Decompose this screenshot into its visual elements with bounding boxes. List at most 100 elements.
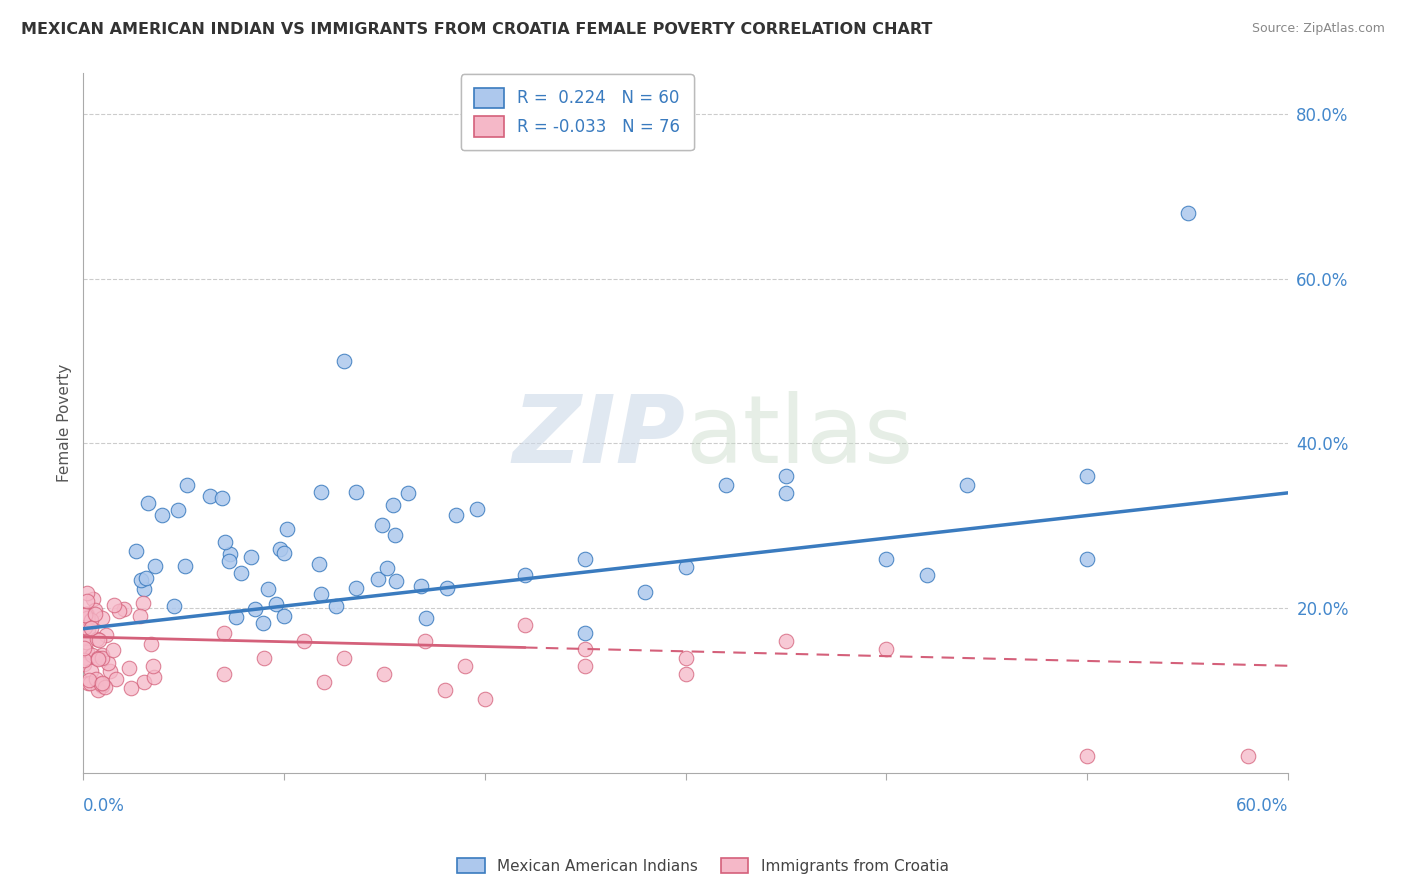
- Point: [129, 573, 152, 587]
- Point: [89, 633, 111, 648]
- Point: [128, 608, 150, 623]
- Point: [1076, 469, 1098, 483]
- Point: [163, 599, 186, 614]
- Point: [574, 642, 596, 657]
- Point: [675, 667, 697, 681]
- Point: [142, 669, 165, 683]
- Point: [142, 658, 165, 673]
- Point: [513, 617, 536, 632]
- Point: [243, 602, 266, 616]
- Point: [252, 615, 274, 630]
- Point: [675, 560, 697, 574]
- Point: [117, 661, 139, 675]
- Point: [382, 498, 405, 512]
- Text: Source: ZipAtlas.com: Source: ZipAtlas.com: [1251, 22, 1385, 36]
- Point: [75, 607, 97, 622]
- Point: [79, 673, 101, 687]
- Point: [264, 597, 287, 611]
- Point: [444, 508, 467, 522]
- Point: [97, 656, 120, 670]
- Point: [309, 587, 332, 601]
- Point: [333, 650, 356, 665]
- Point: [454, 658, 477, 673]
- Point: [82, 592, 104, 607]
- Point: [574, 658, 596, 673]
- Point: [87, 682, 110, 697]
- Point: [73, 641, 96, 656]
- Point: [77, 676, 100, 690]
- Point: [225, 610, 247, 624]
- Point: [413, 634, 436, 648]
- Point: [94, 681, 117, 695]
- Point: [132, 596, 155, 610]
- Legend: R =  0.224   N = 60, R = -0.033   N = 76: R = 0.224 N = 60, R = -0.033 N = 76: [461, 74, 693, 150]
- Point: [231, 566, 253, 581]
- Point: [105, 672, 128, 686]
- Point: [79, 664, 101, 678]
- Point: [218, 554, 240, 568]
- Point: [1177, 206, 1199, 220]
- Point: [269, 541, 291, 556]
- Point: [79, 613, 101, 627]
- Point: [90, 648, 112, 663]
- Point: [98, 664, 121, 678]
- Point: [80, 621, 103, 635]
- Point: [775, 486, 797, 500]
- Point: [76, 611, 98, 625]
- Point: [76, 622, 98, 636]
- Point: [212, 625, 235, 640]
- Point: [112, 601, 135, 615]
- Point: [474, 691, 496, 706]
- Point: [103, 598, 125, 612]
- Point: [214, 535, 236, 549]
- Point: [292, 634, 315, 648]
- Legend: Mexican American Indians, Immigrants from Croatia: Mexican American Indians, Immigrants fro…: [451, 852, 955, 880]
- Point: [775, 634, 797, 648]
- Point: [212, 667, 235, 681]
- Point: [79, 676, 101, 690]
- Point: [367, 572, 389, 586]
- Point: [76, 645, 98, 659]
- Point: [121, 681, 143, 695]
- Text: 0.0%: 0.0%: [83, 797, 125, 815]
- Point: [253, 650, 276, 665]
- Point: [415, 610, 437, 624]
- Point: [176, 478, 198, 492]
- Point: [273, 609, 295, 624]
- Point: [396, 486, 419, 500]
- Point: [84, 607, 107, 622]
- Point: [1076, 551, 1098, 566]
- Point: [309, 485, 332, 500]
- Point: [135, 571, 157, 585]
- Point: [82, 648, 104, 662]
- Point: [373, 667, 395, 681]
- Point: [574, 625, 596, 640]
- Point: [240, 550, 263, 565]
- Point: [333, 354, 356, 368]
- Point: [371, 518, 394, 533]
- Point: [714, 477, 737, 491]
- Point: [436, 581, 458, 595]
- Point: [73, 657, 96, 671]
- Point: [84, 672, 107, 686]
- Point: [574, 551, 596, 566]
- Point: [132, 674, 155, 689]
- Point: [344, 581, 367, 595]
- Point: [87, 652, 110, 666]
- Point: [200, 489, 222, 503]
- Point: [675, 650, 697, 665]
- Point: [384, 528, 406, 542]
- Point: [76, 594, 98, 608]
- Point: [73, 630, 96, 644]
- Point: [433, 683, 456, 698]
- Point: [634, 584, 657, 599]
- Point: [76, 586, 98, 600]
- Point: [325, 599, 347, 613]
- Point: [103, 643, 125, 657]
- Point: [83, 603, 105, 617]
- Point: [91, 651, 114, 665]
- Point: [90, 679, 112, 693]
- Point: [75, 634, 97, 648]
- Point: [385, 574, 408, 589]
- Text: atlas: atlas: [686, 391, 914, 483]
